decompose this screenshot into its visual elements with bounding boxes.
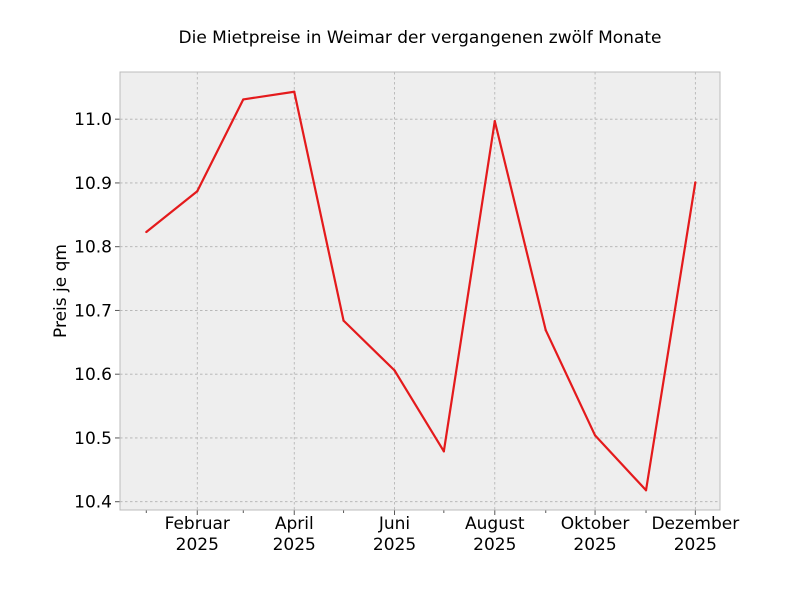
- data-point: [644, 489, 648, 492]
- x-tick-year-label: 2025: [176, 535, 219, 555]
- data-point: [145, 230, 148, 234]
- data-point: [196, 190, 199, 193]
- chart-title: Die Mietpreise in Weimar der vergangenen…: [179, 28, 662, 48]
- y-tick-label: 10.4: [74, 493, 112, 513]
- data-point: [593, 434, 597, 437]
- x-tick-label: August: [465, 514, 525, 534]
- x-tick-year-label: 2025: [373, 535, 416, 555]
- y-tick-label: 10.8: [74, 238, 112, 258]
- x-tick-label: Februar: [165, 514, 230, 534]
- y-tick-label: 10.9: [74, 174, 112, 194]
- x-axis: Februar2025April2025Juni2025August2025Ok…: [165, 510, 739, 555]
- data-point: [393, 369, 396, 372]
- x-tick-label: Oktober: [561, 514, 630, 534]
- x-tick-label: Juni: [378, 514, 410, 534]
- data-point: [544, 329, 547, 332]
- grid-lines: [120, 72, 720, 510]
- x-tick-year-label: 2025: [273, 535, 316, 555]
- series: [145, 90, 697, 492]
- plot-area: [120, 72, 720, 510]
- x-tick-year-label: 2025: [473, 535, 516, 555]
- y-axis-label: Preis je qm: [51, 244, 71, 338]
- y-tick-label: 10.5: [74, 429, 112, 449]
- y-tick-label: 10.6: [74, 365, 112, 385]
- data-point: [242, 98, 245, 101]
- y-tick-label: 11.0: [74, 110, 112, 130]
- x-tick-label: Dezember: [651, 514, 739, 534]
- y-axis: 10.4 10.5 10.6 10.7 10.8 10.9 11.0: [74, 110, 120, 513]
- data-point: [442, 450, 445, 453]
- data-point: [342, 319, 345, 322]
- x-tick-year-label: 2025: [674, 535, 717, 555]
- plot-frame: [119, 71, 721, 511]
- x-tick-label: April: [275, 514, 314, 534]
- series-line: [145, 90, 697, 492]
- x-tick-year-label: 2025: [573, 535, 616, 555]
- data-point: [493, 119, 496, 123]
- data-point: [293, 90, 296, 93]
- y-tick-label: 10.7: [74, 301, 112, 321]
- data-point: [694, 181, 697, 184]
